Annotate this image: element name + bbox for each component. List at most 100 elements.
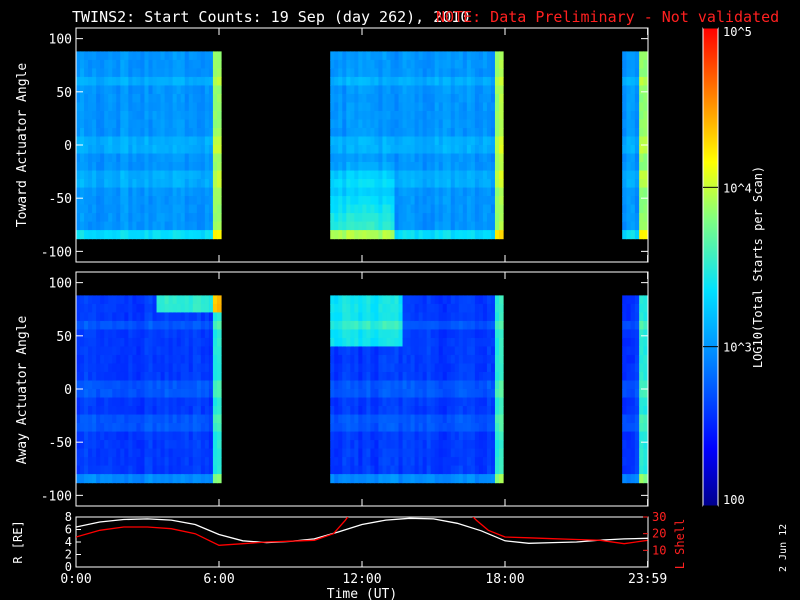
heatmap-cell	[180, 448, 186, 458]
heatmap-cell	[402, 119, 408, 129]
heatmap-cell	[639, 448, 644, 458]
heatmap-cell	[338, 295, 343, 305]
heatmap-cell	[156, 397, 162, 407]
heatmap-cell	[208, 329, 214, 339]
heatmap-cell	[486, 136, 492, 146]
heatmap-cell	[184, 204, 190, 214]
heatmap-cell	[100, 85, 105, 95]
heatmap-cell	[160, 170, 166, 180]
heatmap-cell	[196, 196, 202, 206]
heatmap-cell	[486, 465, 492, 475]
heatmap-cell	[422, 59, 428, 70]
heatmap-cell	[458, 179, 464, 189]
heatmap-cell	[160, 145, 166, 155]
heatmap-cell	[92, 295, 97, 305]
heatmap-cell	[446, 213, 452, 223]
heatmap-cell	[168, 397, 174, 407]
heatmap-cell	[366, 380, 372, 390]
heatmap-cell	[450, 448, 456, 458]
heatmap-cell	[200, 221, 206, 231]
heatmap-cell	[466, 354, 472, 365]
heatmap-cell	[499, 440, 504, 450]
heatmap-cell	[172, 303, 178, 314]
heatmap-cell	[639, 354, 644, 365]
heatmap-cell	[486, 363, 492, 373]
heatmap-cell	[140, 153, 146, 163]
heatmap-cell	[390, 371, 396, 382]
heatmap-cell	[212, 196, 218, 206]
heatmap-cell	[406, 423, 412, 433]
heatmap-cell	[208, 312, 214, 322]
heatmap-cell	[626, 363, 632, 373]
heatmap-cell	[474, 406, 480, 416]
heatmap-cell	[200, 389, 206, 399]
heatmap-cell	[80, 440, 85, 450]
heatmap-cell	[450, 127, 456, 138]
heatmap-cell	[80, 145, 85, 155]
heatmap-cell	[334, 93, 339, 104]
heatmap-cell	[152, 68, 158, 78]
heatmap-cell	[362, 85, 367, 95]
heatmap-cell	[394, 204, 400, 214]
heatmap-cell	[446, 51, 452, 61]
heatmap-cell	[386, 440, 392, 450]
heatmap-cell	[100, 423, 105, 433]
heatmap-cell	[446, 295, 452, 305]
heatmap-cell	[350, 397, 355, 407]
heatmap-cell	[160, 380, 166, 390]
heatmap-cell	[626, 397, 632, 407]
heatmap-cell	[128, 153, 133, 163]
heatmap-cell	[128, 465, 133, 475]
heatmap-cell	[446, 230, 452, 240]
heatmap-cell	[499, 162, 504, 172]
heatmap-cell	[152, 59, 158, 70]
heatmap-cell	[168, 145, 174, 155]
heatmap-cell	[96, 162, 101, 172]
heatmap-cell	[334, 170, 339, 180]
heatmap-cell	[374, 465, 380, 475]
heatmap-cell	[216, 312, 222, 322]
heatmap-cell	[144, 145, 150, 155]
heatmap-cell	[474, 354, 480, 365]
heatmap-cell	[350, 423, 355, 433]
heatmap-cell	[450, 414, 456, 424]
left-y-tick-label: 0	[65, 560, 72, 574]
heatmap-cell	[148, 320, 154, 331]
heatmap-cell	[634, 457, 640, 467]
heatmap-cell	[446, 440, 452, 450]
heatmap-cell	[84, 221, 89, 231]
heatmap-cell	[622, 406, 628, 416]
heatmap-cell	[446, 474, 452, 484]
heatmap-cell	[386, 162, 392, 172]
heatmap-cell	[120, 320, 125, 331]
heatmap-cell	[486, 102, 492, 112]
heatmap-cell	[490, 179, 496, 189]
heatmap-cell	[168, 127, 174, 138]
heatmap-cell	[434, 85, 440, 95]
heatmap-cell	[494, 59, 500, 70]
heatmap-cell	[212, 414, 218, 424]
heatmap-cell	[482, 119, 488, 129]
heatmap-cell	[490, 329, 496, 339]
heatmap-cell	[108, 414, 113, 424]
heatmap-cell	[104, 329, 109, 339]
heatmap-cell	[140, 337, 146, 348]
heatmap-cell	[120, 153, 125, 163]
heatmap-cell	[474, 337, 480, 348]
heatmap-cell	[499, 295, 504, 305]
heatmap-cell	[96, 354, 101, 365]
heatmap-cell	[386, 59, 392, 70]
heatmap-cell	[80, 119, 85, 129]
heatmap-cell	[212, 457, 218, 467]
heatmap-cell	[450, 170, 456, 180]
heatmap-cell	[160, 110, 166, 121]
heatmap-cell	[382, 337, 388, 348]
heatmap-cell	[478, 145, 484, 155]
heatmap-cell	[494, 414, 500, 424]
heatmap-cell	[188, 85, 194, 95]
heatmap-cell	[334, 119, 339, 129]
heatmap-cell	[196, 295, 202, 305]
heatmap-cell	[200, 127, 206, 138]
heatmap-cell	[422, 448, 428, 458]
heatmap-cell	[152, 337, 158, 348]
